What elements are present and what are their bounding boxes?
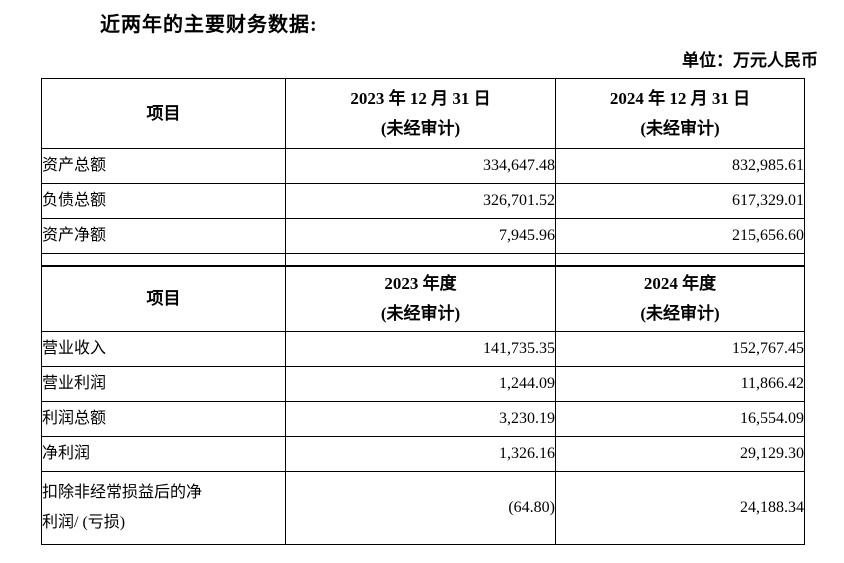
value-2024: 152,767.45	[555, 331, 805, 367]
table-row-net-assets: 资产净额 7,945.96 215,656.60	[41, 218, 805, 254]
financial-data-table: 项目 2023 年 12 月 31 日 (未经审计) 2024 年 12 月 3…	[41, 78, 805, 545]
header-date-line: 2023 年 12 月 31 日	[350, 88, 491, 108]
divider-cell	[555, 253, 805, 267]
header-fy2024: 2024 年度 (未经审计)	[555, 265, 805, 332]
value-2024: 215,656.60	[555, 218, 805, 254]
value-2023: 326,701.52	[285, 183, 556, 219]
value-2024: 24,188.34	[555, 471, 805, 545]
table-row-total-assets: 资产总额 334,647.48 832,985.61	[41, 148, 805, 184]
value-2024: 29,129.30	[555, 436, 805, 472]
header-year-line: 2024 年度	[643, 274, 717, 293]
unit-label: 单位：万元人民币	[682, 51, 818, 70]
header-2024-12-31: 2024 年 12 月 31 日 (未经审计)	[555, 78, 805, 149]
value-2024: 617,329.01	[555, 183, 805, 219]
table-row-operating-profit: 营业利润 1,244.09 11,866.42	[41, 366, 805, 402]
table-row-net-profit: 净利润 1,326.16 29,129.30	[41, 436, 805, 472]
unit-row: 单位：万元人民币	[41, 46, 818, 71]
value-2023: 334,647.48	[285, 148, 556, 184]
value-2023: 1,326.16	[285, 436, 556, 472]
header-unaudited-line: (未经审计)	[640, 118, 720, 138]
header-unaudited-line: (未经审计)	[640, 304, 720, 323]
row-label: 营业收入	[41, 331, 286, 367]
row-label: 营业利润	[41, 366, 286, 402]
table-row-operating-revenue: 营业收入 141,735.35 152,767.45	[41, 331, 805, 367]
table-header-balance-sheet: 项目 2023 年 12 月 31 日 (未经审计) 2024 年 12 月 3…	[41, 78, 805, 149]
header-item-label: 项目	[146, 103, 181, 123]
table-row-total-liabilities: 负债总额 326,701.52 617,329.01	[41, 183, 805, 219]
divider-cell	[285, 253, 556, 267]
value-2023: 3,230.19	[285, 401, 556, 437]
header-fy2023: 2023 年度 (未经审计)	[285, 265, 556, 332]
header-year-line: 2023 年度	[384, 274, 457, 293]
row-label: 利润总额	[41, 401, 286, 437]
row-label: 净利润	[41, 436, 286, 472]
value-2024: 832,985.61	[555, 148, 805, 184]
header-item-label: 项目	[146, 289, 181, 308]
value-2023: 7,945.96	[285, 218, 556, 254]
table-row-net-profit-excl-nonrecurring: 扣除非经常损益后的净 利润/ (亏损) (64.80) 24,188.34	[41, 471, 805, 545]
header-item: 项目	[41, 78, 286, 149]
value-2023: 141,735.35	[285, 331, 556, 367]
header-2023-12-31: 2023 年 12 月 31 日 (未经审计)	[285, 78, 556, 149]
table-section-divider	[41, 253, 805, 267]
section-title: 近两年的主要财务数据:	[100, 14, 318, 36]
row-label: 扣除非经常损益后的净 利润/ (亏损)	[41, 471, 286, 545]
header-item: 项目	[41, 265, 286, 332]
header-date-line: 2024 年 12 月 31 日	[609, 88, 751, 108]
value-2024: 11,866.42	[555, 366, 805, 402]
row-label: 资产净额	[41, 218, 286, 254]
table-row-total-profit: 利润总额 3,230.19 16,554.09	[41, 401, 805, 437]
header-unaudited-line: (未经审计)	[380, 118, 461, 138]
value-2023: 1,244.09	[285, 366, 556, 402]
table-header-income-statement: 项目 2023 年度 (未经审计) 2024 年度 (未经审计)	[41, 265, 805, 332]
header-unaudited-line: (未经审计)	[380, 304, 461, 323]
value-2023: (64.80)	[285, 471, 556, 545]
value-2024: 16,554.09	[555, 401, 805, 437]
row-label: 负债总额	[41, 183, 286, 219]
row-label: 资产总额	[41, 148, 286, 184]
divider-cell	[41, 253, 286, 267]
